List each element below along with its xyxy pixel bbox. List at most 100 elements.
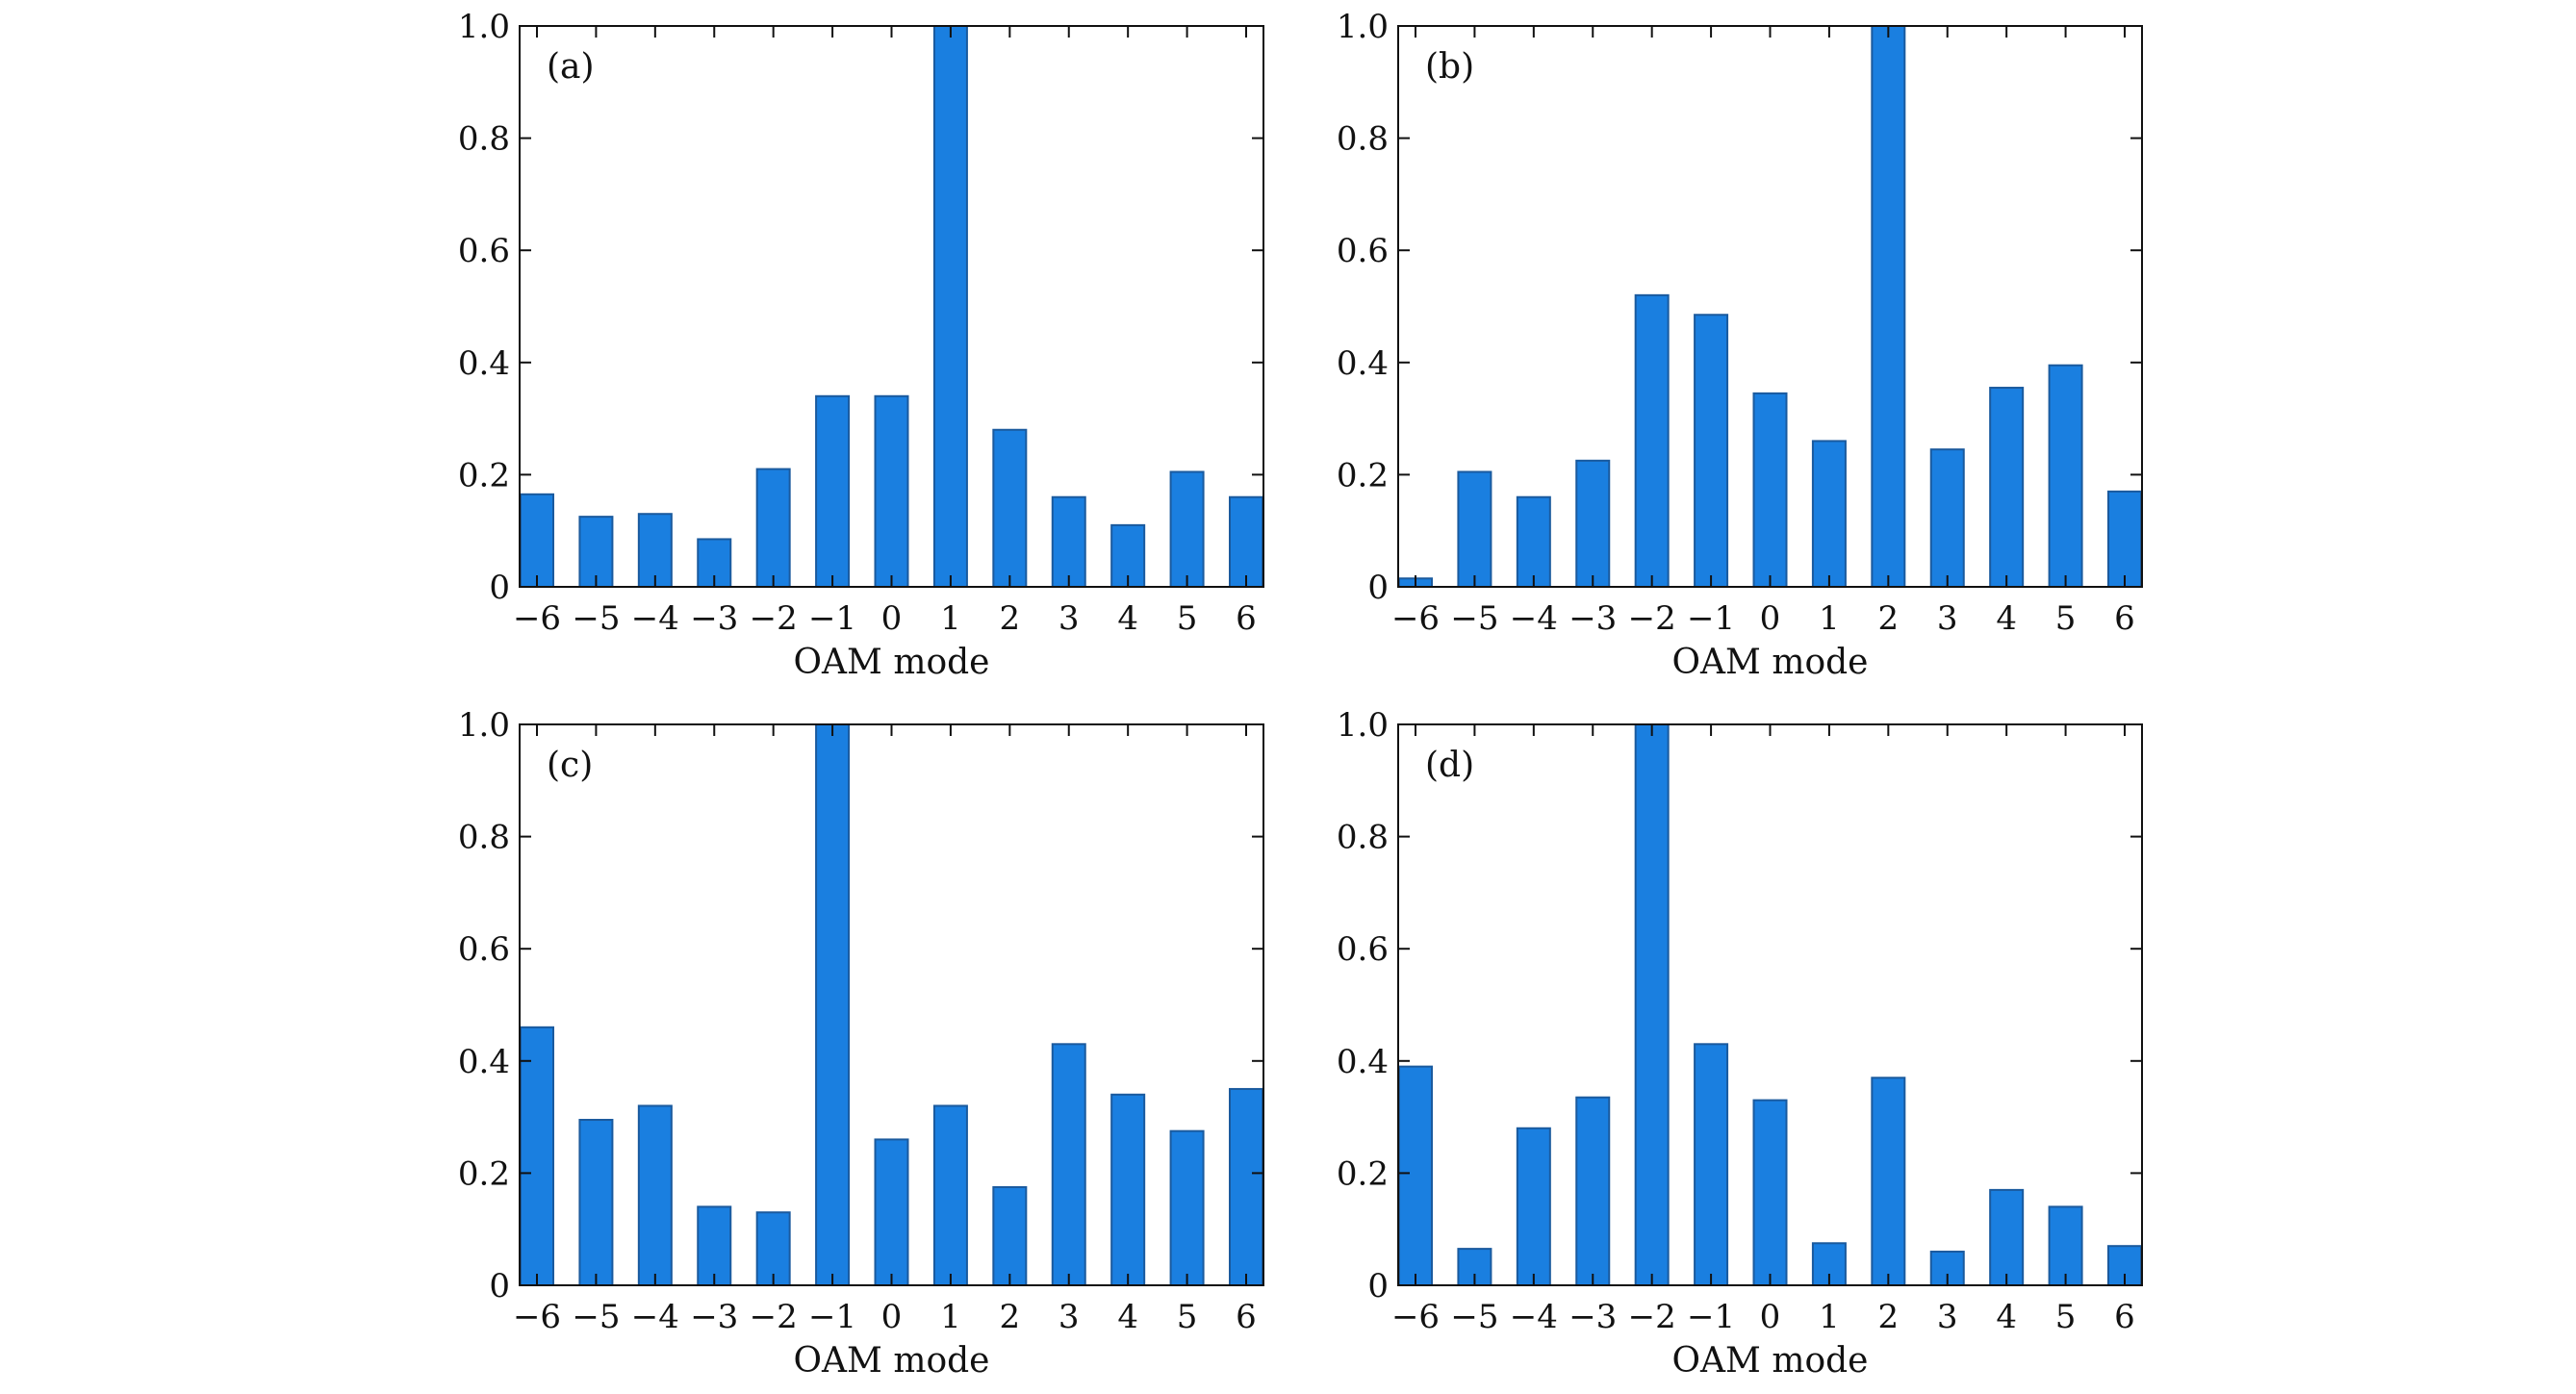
bar-1 <box>1811 1242 1847 1287</box>
x-tick-label: −1 <box>808 599 856 638</box>
bar-3 <box>1051 495 1086 588</box>
bar-1 <box>932 25 968 588</box>
bar-4 <box>1989 387 2025 588</box>
x-axis-title: OAM mode <box>794 1341 990 1381</box>
bar-minus1 <box>1694 1043 1729 1287</box>
bar-minus2 <box>755 468 791 589</box>
bar-minus1 <box>1694 314 1729 588</box>
bar-0 <box>1752 392 1788 588</box>
bar-minus3 <box>1575 1096 1611 1286</box>
bar-6 <box>1229 1087 1263 1286</box>
bar-minus3 <box>1575 459 1611 589</box>
bar-minus4 <box>637 1104 673 1286</box>
y-tick-label: 1.0 <box>458 8 510 46</box>
x-tick-label: −6 <box>1391 1298 1440 1336</box>
bar-0 <box>874 394 909 588</box>
y-tick-label: 0.8 <box>458 819 510 857</box>
x-tick-label: 5 <box>2055 599 2077 638</box>
x-tick-label: −5 <box>1450 1298 1498 1336</box>
y-tick-label: 1.0 <box>458 706 510 745</box>
x-tick-label: −4 <box>1510 599 1558 638</box>
bar-minus5 <box>1457 470 1492 588</box>
x-tick-label: 5 <box>1177 599 1198 638</box>
x-tick-label: 0 <box>1760 1298 1781 1336</box>
x-tick-label: 6 <box>2114 1298 2135 1336</box>
bar-3 <box>1929 448 1965 589</box>
bar-2 <box>992 1185 1028 1286</box>
y-tick-label: 0.4 <box>1337 1043 1389 1081</box>
y-tick-label: 0.2 <box>458 456 510 494</box>
bar-minus2 <box>1634 723 1670 1286</box>
y-tick-label: 0.4 <box>458 1043 510 1081</box>
bar-4 <box>1989 1188 2025 1287</box>
x-tick-label: −6 <box>513 599 561 638</box>
y-tick-label: 1.0 <box>1337 706 1389 745</box>
x-tick-label: −1 <box>1687 1298 1735 1336</box>
bar-1 <box>1811 440 1847 589</box>
bar-minus1 <box>815 723 851 1286</box>
y-tick-label: 0.2 <box>458 1154 510 1193</box>
bar-2 <box>1871 1077 1906 1287</box>
x-tick-label: −2 <box>1628 599 1676 638</box>
bar-2 <box>992 428 1028 589</box>
y-tick-label: 0.4 <box>458 344 510 383</box>
bar-minus6 <box>520 493 554 588</box>
x-tick-label: −2 <box>1628 1298 1676 1336</box>
bar-5 <box>1169 470 1205 588</box>
y-tick-label: 0 <box>489 1267 510 1305</box>
y-tick-label: 0.6 <box>1337 930 1389 969</box>
y-tick-label: 0.8 <box>1337 120 1389 159</box>
bar-4 <box>1110 1093 1146 1287</box>
x-axis-title: OAM mode <box>1672 1341 1869 1381</box>
panel-label: (c) <box>547 746 593 785</box>
x-tick-label: 6 <box>1236 1298 1257 1336</box>
y-tick-label: 0.2 <box>1337 1154 1389 1193</box>
x-tick-label: −3 <box>690 599 738 638</box>
bar-0 <box>874 1138 909 1287</box>
bar-minus4 <box>1516 495 1551 588</box>
x-tick-label: 0 <box>881 1298 903 1336</box>
bar-5 <box>2048 1205 2083 1287</box>
x-tick-label: 5 <box>1177 1298 1198 1336</box>
x-tick-label: 3 <box>1058 599 1080 638</box>
y-tick-label: 0.6 <box>458 232 510 270</box>
x-tick-label: −2 <box>750 599 798 638</box>
x-tick-label: 1 <box>940 1298 961 1336</box>
panel-label: (b) <box>1425 47 1474 87</box>
y-tick-label: 0.6 <box>458 930 510 969</box>
bar-minus6 <box>1398 1065 1433 1286</box>
x-tick-label: 0 <box>881 599 903 638</box>
bar-minus3 <box>697 1205 732 1287</box>
y-tick-label: 0.8 <box>458 120 510 159</box>
bar-3 <box>1929 1251 1965 1287</box>
x-tick-label: 6 <box>1236 599 1257 638</box>
bar-2 <box>1871 25 1906 588</box>
y-tick-label: 0.8 <box>1337 819 1389 857</box>
x-tick-label: −6 <box>513 1298 561 1336</box>
x-tick-label: 5 <box>2055 1298 2077 1336</box>
x-tick-label: −1 <box>808 1298 856 1336</box>
bar-minus5 <box>578 1119 614 1287</box>
x-tick-label: 1 <box>940 599 961 638</box>
panel-label: (d) <box>1425 746 1474 785</box>
bar-minus2 <box>755 1211 791 1286</box>
x-tick-label: −4 <box>631 599 679 638</box>
bar-0 <box>1752 1099 1788 1286</box>
bar-6 <box>1229 495 1263 588</box>
bar-3 <box>1051 1043 1086 1287</box>
x-tick-label: 2 <box>1878 1298 1900 1336</box>
bar-minus2 <box>1634 293 1670 588</box>
y-tick-label: 0.2 <box>1337 456 1389 494</box>
x-axis-title: OAM mode <box>794 643 990 682</box>
x-tick-label: 4 <box>1117 599 1138 638</box>
x-tick-label: −3 <box>690 1298 738 1336</box>
x-tick-label: 1 <box>1819 599 1840 638</box>
x-tick-label: −2 <box>750 1298 798 1336</box>
bar-minus6 <box>520 1026 554 1286</box>
x-tick-label: 3 <box>1937 599 1958 638</box>
